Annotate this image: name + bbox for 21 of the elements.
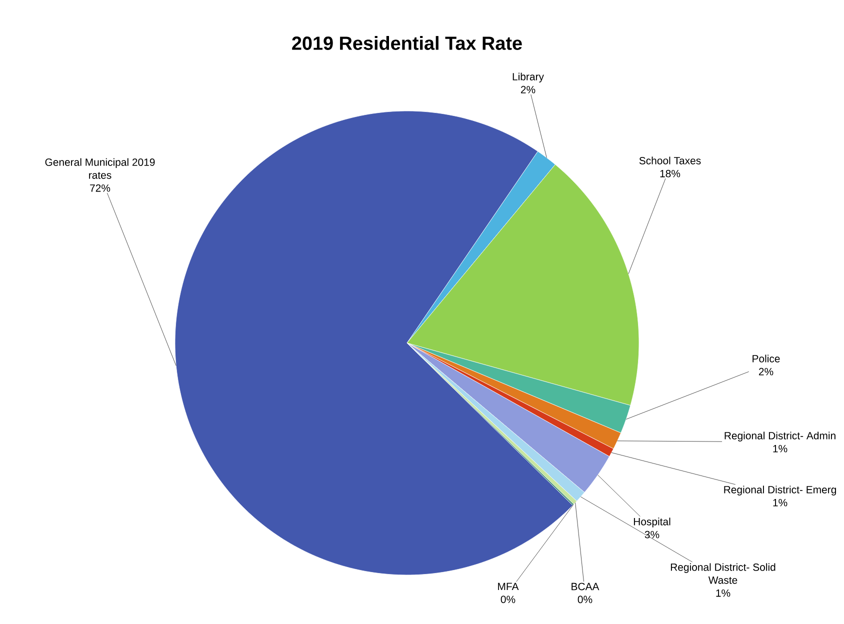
data-label: 2%	[758, 368, 774, 376]
slice-label: Regional District- Emerg	[724, 486, 836, 496]
slice-label: General Municipal 2019 rates	[45, 158, 155, 179]
slice-label: Regional District- Solid Waste	[670, 563, 776, 584]
data-label: 72%	[90, 184, 110, 192]
data-label: 18%	[660, 170, 680, 178]
slice-label: Library	[512, 72, 544, 82]
chart-title: 2019 Residential Tax Rate	[292, 36, 522, 50]
data-label: 1%	[773, 498, 788, 506]
slice-label: Police	[752, 354, 780, 362]
data-label: 0%	[500, 596, 516, 604]
slice-label: School Taxes	[639, 156, 701, 164]
slice-label: Regional District- Admin	[724, 432, 836, 442]
slice-label: Hospital	[634, 518, 670, 528]
data-label: 2%	[520, 86, 536, 94]
data-label: 1%	[773, 444, 788, 452]
slice-label: MFA	[498, 582, 519, 590]
data-label: 3%	[644, 530, 660, 538]
slice-label: BCAA	[572, 582, 600, 590]
data-label: 0%	[578, 596, 592, 604]
data-label: 1%	[716, 589, 730, 597]
